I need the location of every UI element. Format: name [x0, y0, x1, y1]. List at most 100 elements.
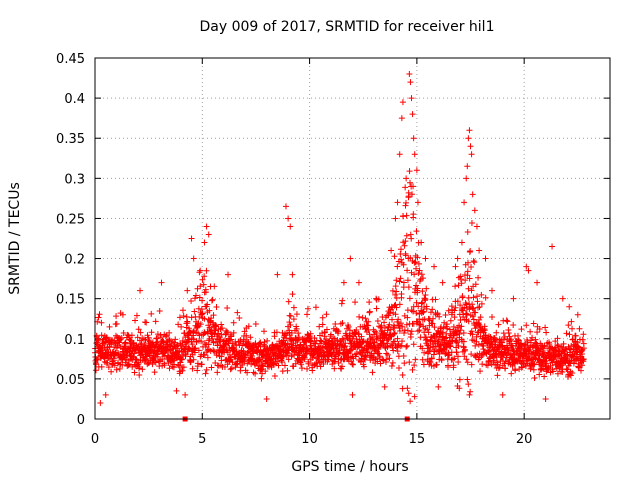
data-point [355, 279, 362, 286]
data-point [369, 369, 376, 376]
data-point [469, 191, 476, 198]
data-point [323, 326, 330, 333]
data-point [202, 370, 209, 377]
data-point [352, 353, 359, 360]
data-point [302, 351, 309, 358]
data-point [456, 331, 463, 338]
data-point [313, 360, 320, 367]
data-point [395, 365, 402, 372]
data-point [331, 365, 338, 372]
data-point [463, 301, 470, 308]
data-point [514, 348, 521, 355]
data-point [468, 287, 475, 294]
data-point [461, 304, 468, 311]
data-point [566, 303, 573, 310]
data-point [393, 304, 400, 311]
data-point [510, 295, 517, 302]
data-point [233, 361, 240, 368]
data-point [470, 257, 477, 264]
data-points [92, 71, 587, 406]
data-point [563, 366, 570, 373]
data-point [290, 304, 297, 311]
data-point [98, 363, 105, 370]
data-point [393, 288, 400, 295]
data-point [456, 376, 463, 383]
data-point [158, 279, 165, 286]
y-axis-title: SRMTID / TECUs [7, 182, 23, 295]
data-point [458, 239, 465, 246]
data-point [412, 258, 419, 265]
data-point [261, 338, 268, 345]
data-point [508, 336, 515, 343]
data-point [391, 338, 398, 345]
data-point [133, 312, 140, 319]
data-point [400, 352, 407, 359]
data-point [399, 99, 406, 106]
data-point [406, 359, 413, 366]
data-point [179, 356, 186, 363]
data-point [227, 366, 234, 373]
data-point [388, 363, 395, 370]
data-point [476, 303, 483, 310]
data-point [414, 254, 421, 261]
data-point [391, 253, 398, 260]
data-point [427, 309, 434, 316]
data-point [555, 342, 562, 349]
data-point [381, 319, 388, 326]
data-point [193, 323, 200, 330]
data-point [190, 356, 197, 363]
data-point [285, 298, 292, 305]
data-point [388, 303, 395, 310]
data-point [475, 274, 482, 281]
data-point [411, 271, 418, 278]
data-point [464, 228, 471, 235]
data-point [422, 255, 429, 262]
data-point [401, 360, 408, 367]
data-point [146, 338, 153, 345]
data-point [392, 215, 399, 222]
data-point [434, 311, 441, 318]
data-point [392, 283, 399, 290]
data-point [418, 271, 425, 278]
data-point [391, 323, 398, 330]
data-point [173, 387, 180, 394]
data-point [529, 334, 536, 341]
data-point [226, 337, 233, 344]
data-point [576, 325, 583, 332]
data-point [468, 351, 475, 358]
x-tick-label: 15 [409, 432, 426, 447]
y-tick-label: 0.2 [64, 253, 85, 268]
data-point [468, 328, 475, 335]
data-point [454, 255, 461, 262]
data-point [543, 329, 550, 336]
data-point [407, 334, 414, 341]
data-point [339, 335, 346, 342]
data-point [180, 364, 187, 371]
data-point [415, 260, 422, 267]
data-point [370, 338, 377, 345]
data-point [384, 337, 391, 344]
data-point [178, 356, 185, 363]
data-point [456, 385, 463, 392]
data-point [462, 300, 469, 307]
data-point [258, 375, 265, 382]
data-point [560, 340, 567, 347]
data-point [249, 355, 256, 362]
data-point [359, 314, 366, 321]
data-point [101, 358, 108, 365]
data-point [465, 135, 472, 142]
data-point [198, 311, 205, 318]
data-point [482, 255, 489, 262]
data-point [246, 340, 253, 347]
data-point [154, 353, 161, 360]
data-point [414, 285, 421, 292]
data-point [468, 219, 475, 226]
data-point [460, 338, 467, 345]
data-point [406, 179, 413, 186]
data-point [394, 348, 401, 355]
data-point [119, 311, 126, 318]
data-point [476, 321, 483, 328]
data-point [466, 127, 473, 134]
data-point [304, 311, 311, 318]
